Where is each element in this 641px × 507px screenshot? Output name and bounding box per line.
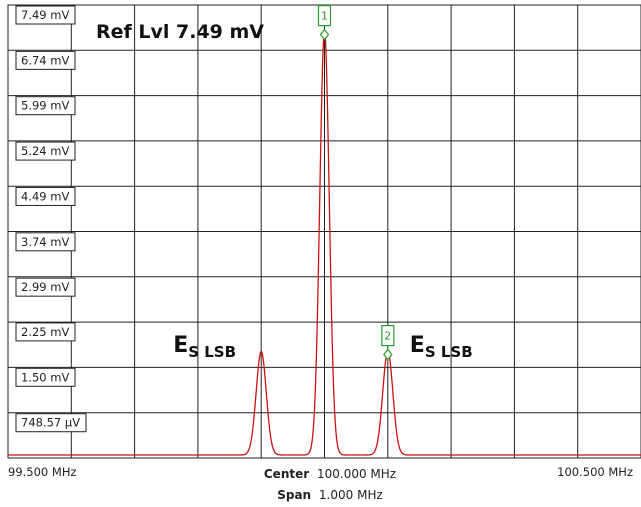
y-tick-box — [15, 367, 76, 387]
annotation-sub: S LSB — [425, 343, 473, 361]
y-tick-label: 748.57 µV — [21, 416, 80, 430]
annotation-label: ES LSB — [410, 333, 473, 361]
y-tick-label: 6.74 mV — [21, 53, 69, 67]
y-tick-box — [15, 50, 76, 70]
y-tick: 1.50 mV — [15, 367, 76, 387]
span-frequency: Span 1.000 MHz — [277, 488, 383, 502]
annotation-main: E — [173, 333, 188, 358]
y-tick-label: 7.49 mV — [21, 8, 69, 22]
y-tick-label: 1.50 mV — [21, 370, 69, 384]
y-tick-label: 3.74 mV — [21, 235, 69, 249]
marker-flag — [381, 324, 395, 347]
y-tick-box — [15, 141, 76, 161]
y-tick-label: 2.99 mV — [21, 280, 69, 294]
x-tick-label-right: 100.500 MHz — [557, 465, 633, 479]
y-tick-box — [15, 322, 76, 342]
center-value: 100.000 MHz — [317, 467, 396, 481]
y-tick-box — [15, 96, 76, 116]
y-tick: 748.57 µV — [15, 413, 87, 433]
y-tick: 5.24 mV — [15, 141, 76, 161]
marker-flag — [317, 5, 332, 27]
annotation-main: E — [410, 333, 425, 358]
reference-level-label: Ref Lvl 7.49 mV — [96, 21, 264, 43]
marker-diamond — [383, 348, 393, 361]
y-tick: 2.99 mV — [15, 277, 76, 297]
marker-2: 2 — [381, 324, 395, 361]
center-label: Center — [264, 467, 309, 481]
marker-number: 2 — [384, 330, 391, 343]
y-tick-box — [15, 413, 87, 433]
y-tick-labels: 7.49 mV 6.74 mV 5.99 mV 5.24 mV 4.49 mV 3.74 … — [15, 5, 87, 433]
annotation-sub: S LSB — [188, 343, 236, 361]
y-tick: 2.25 mV — [15, 322, 76, 342]
marker-number: 1 — [321, 10, 328, 23]
annotations: ES LSB ES LSB — [173, 333, 472, 361]
span-value: 1.000 MHz — [319, 488, 383, 502]
markers: 12 — [317, 5, 395, 361]
annotation-label: ES LSB — [173, 333, 236, 361]
y-tick: 5.99 mV — [15, 96, 76, 116]
marker-1: 1 — [317, 5, 332, 41]
y-tick-label: 5.99 mV — [21, 99, 69, 113]
y-tick-label: 2.25 mV — [21, 325, 69, 339]
marker-diamond — [319, 28, 330, 41]
y-tick-box — [15, 232, 76, 252]
x-tick-label-left: 99.500 MHz — [8, 465, 77, 479]
y-tick-box — [15, 5, 76, 25]
y-tick: 4.49 mV — [15, 186, 76, 206]
y-tick: 3.74 mV — [15, 232, 76, 252]
y-tick-box — [15, 277, 76, 297]
grid — [7, 4, 641, 459]
y-tick-label: 5.24 mV — [21, 144, 69, 158]
y-tick-box — [15, 186, 76, 206]
y-tick: 7.49 mV — [15, 5, 76, 25]
y-tick: 6.74 mV — [15, 50, 76, 70]
span-label: Span — [277, 488, 311, 502]
center-frequency: Center 100.000 MHz — [264, 467, 396, 481]
y-tick-label: 4.49 mV — [21, 189, 69, 203]
